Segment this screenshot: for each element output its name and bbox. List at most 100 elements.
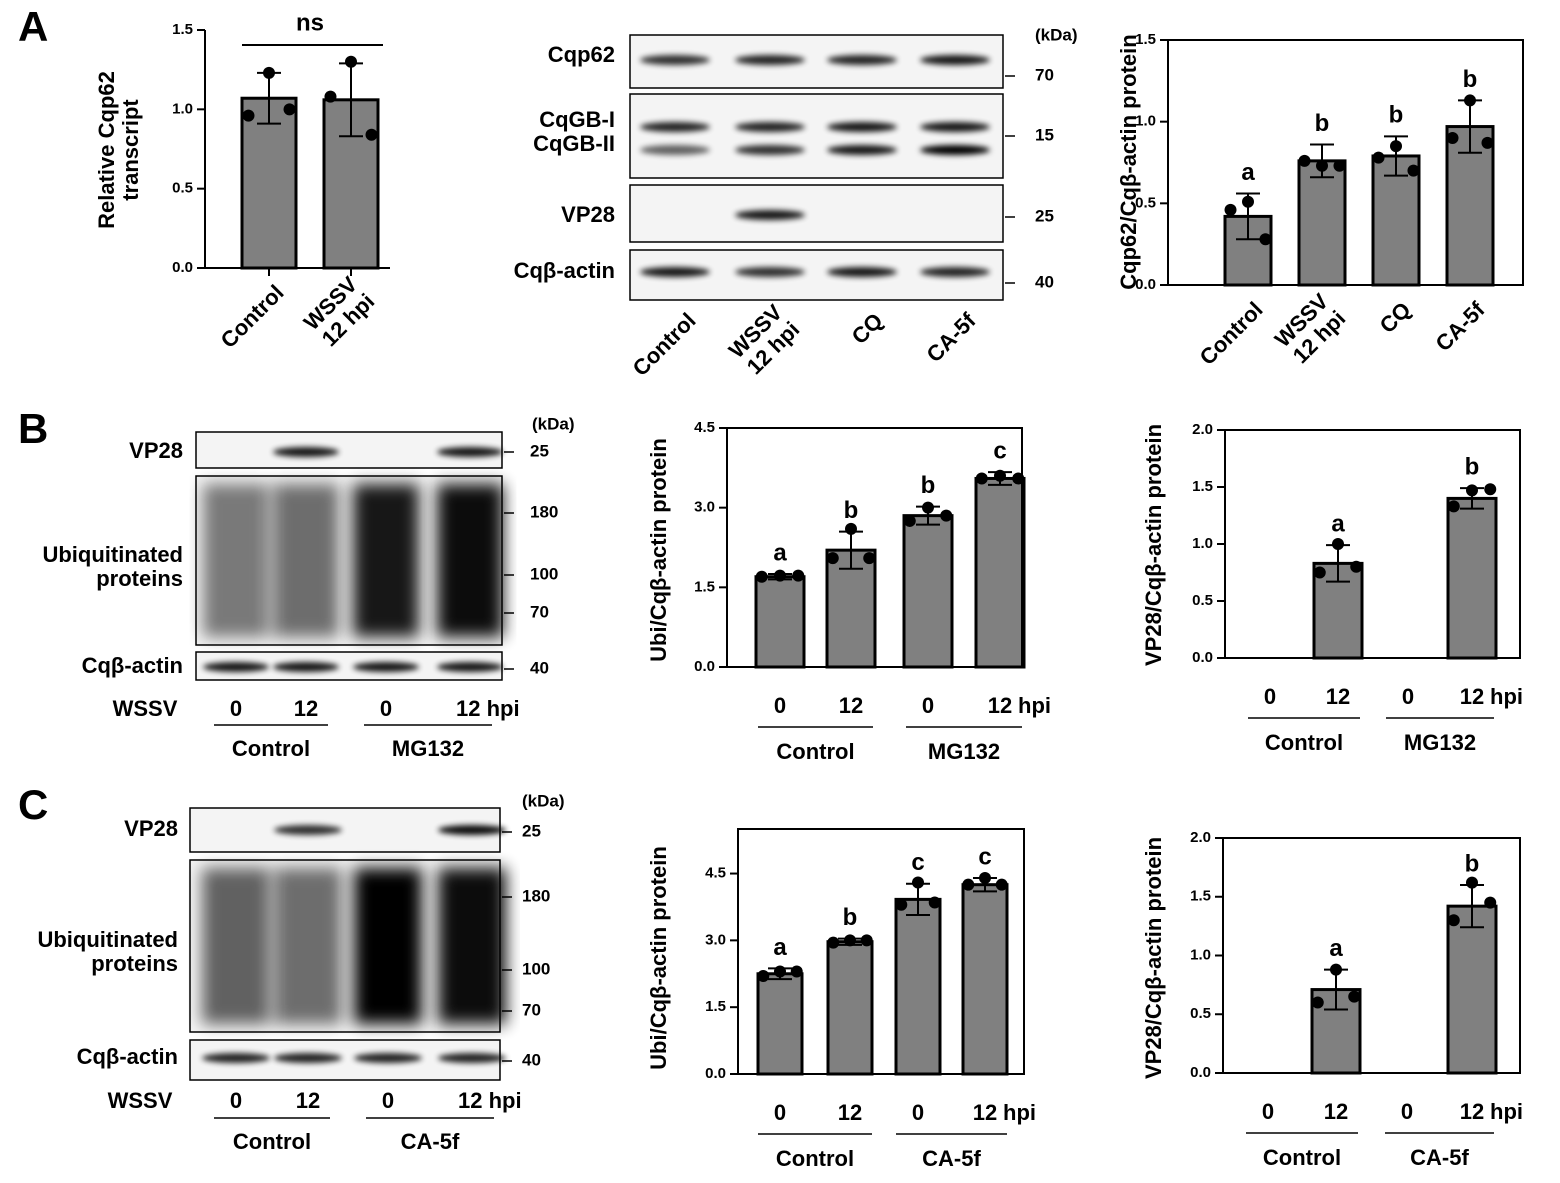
blot-band [920, 55, 990, 65]
text-line: Ubiquitinated [42, 542, 183, 567]
x-tick-label: 0 [922, 693, 934, 718]
data-point [1407, 164, 1420, 177]
group-label: Control [1263, 1145, 1341, 1170]
kda-marker: 15 [1035, 125, 1054, 144]
group-label: CA-5f [1410, 1145, 1469, 1170]
text-line: CqGB-II [533, 131, 615, 156]
blot-band [274, 1053, 342, 1063]
panel-label: C [18, 781, 48, 828]
data-point [1466, 484, 1478, 497]
text-line: Ubiquitinated [37, 927, 178, 952]
blot-band [353, 662, 419, 672]
y-tick-label: 1.0 [1135, 113, 1156, 130]
kda-marker: 40 [522, 1050, 541, 1069]
x-tick-label: 0 [1401, 1099, 1413, 1124]
blot-band [438, 1053, 506, 1063]
kda-marker: 180 [530, 502, 558, 521]
data-point [1313, 566, 1326, 579]
factor-label: WSSV [108, 1088, 173, 1113]
data-point [755, 570, 768, 583]
group-label: Control [776, 1146, 854, 1171]
kda-marker: 70 [1035, 65, 1054, 84]
blot-smear [353, 484, 419, 637]
kda-unit: (kDa) [522, 791, 565, 810]
y-tick-label: 0.5 [172, 180, 193, 197]
blot-row-label: Ubiquitinated proteins [42, 542, 183, 591]
text-line: proteins [96, 566, 183, 591]
data-point [844, 934, 856, 947]
y-tick-label: 1.5 [705, 998, 726, 1015]
blot-band [437, 447, 503, 457]
significance-letter: a [773, 539, 787, 566]
x-suffix: hpi [1018, 693, 1051, 718]
lane-label: Control [628, 308, 701, 381]
y-tick-label: 0.5 [1190, 1005, 1211, 1022]
x-tick-label: 12 [1326, 684, 1350, 709]
blot-band [640, 55, 710, 65]
significance-letter: c [993, 437, 1006, 464]
blot-band [640, 145, 710, 155]
significance-letter: a [1241, 159, 1255, 186]
blot-band [640, 122, 710, 132]
group-label: CA-5f [401, 1129, 460, 1154]
y-axis-label: Ubi/Cqβ-actin protein [646, 846, 671, 1070]
blot-row-label: VP28 [561, 202, 615, 227]
x-tick-label: Control [216, 280, 289, 353]
bar [1297, 159, 1347, 287]
blot-frame [629, 93, 1004, 179]
group-label: MG132 [1404, 730, 1476, 755]
lane-label: WSSV12 hpi [724, 299, 805, 380]
kda-marker: 100 [530, 564, 558, 583]
plot-frame [737, 828, 1025, 1075]
significance-letter: a [1329, 935, 1343, 962]
data-point [845, 522, 857, 535]
data-point [1484, 483, 1497, 496]
data-point [827, 936, 840, 949]
y-tick-label: 0.0 [694, 658, 715, 675]
data-point [903, 514, 916, 527]
data-point [790, 965, 803, 978]
data-point [1332, 538, 1344, 550]
x-tick-label: 0 [1264, 684, 1276, 709]
y-tick-label: 1.0 [1192, 535, 1213, 552]
data-point [1484, 896, 1497, 909]
blot-band [274, 825, 342, 835]
blot-band [735, 145, 805, 155]
data-point [757, 970, 770, 982]
data-point [826, 552, 839, 565]
data-point [1242, 195, 1254, 208]
blot-band [735, 267, 805, 277]
data-point [1350, 560, 1363, 573]
y-tick-label: 1.5 [694, 578, 715, 595]
data-point [1447, 500, 1460, 513]
bar [894, 897, 942, 1076]
y-tick-label: 1.5 [1190, 888, 1211, 905]
y-tick-label: 2.0 [1192, 421, 1213, 438]
y-tick-label: 0.5 [1192, 592, 1213, 609]
panel-label: A [18, 3, 48, 50]
y-axis-label: Cqp62/Cqβ-actin protein [1116, 34, 1141, 289]
lane-label: CQ [847, 308, 888, 349]
group-label: MG132 [928, 739, 1000, 764]
blot-band [202, 1053, 270, 1063]
x-tick-label: 12 [839, 693, 863, 718]
lane-label: CA-5f [921, 307, 981, 367]
group-label: CA-5f [922, 1146, 981, 1171]
y-tick-label: 1.5 [172, 21, 193, 38]
data-point [962, 878, 975, 891]
kda-marker: 180 [522, 886, 550, 905]
significance-letter: b [1315, 110, 1330, 137]
kda-unit: (kDa) [1035, 25, 1078, 44]
x-tick-label: WSSV12 hpi [1270, 288, 1351, 369]
y-tick-label: 1.0 [1190, 946, 1211, 963]
blot-row-label: Cqβ-actin [82, 653, 183, 678]
data-point [345, 55, 357, 68]
significance-letter: b [1465, 453, 1480, 480]
data-point [283, 103, 296, 116]
data-point [774, 965, 786, 978]
bar [902, 514, 954, 669]
blot-band [827, 55, 897, 65]
data-point [792, 569, 805, 582]
data-point [242, 109, 255, 122]
